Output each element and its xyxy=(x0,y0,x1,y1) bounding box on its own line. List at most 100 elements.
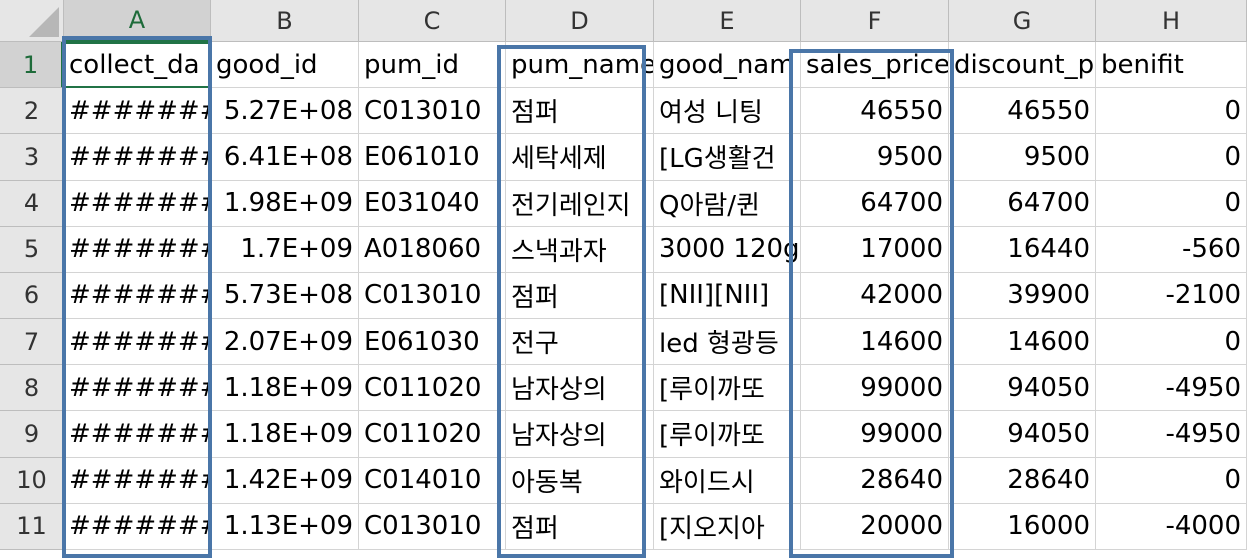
cell-d5[interactable]: 스낵과자 xyxy=(506,226,654,273)
cell-h2[interactable]: 0 xyxy=(1096,88,1247,135)
cell-g10[interactable]: 28640 xyxy=(949,457,1096,504)
cell-d11[interactable]: 점퍼 xyxy=(506,503,654,550)
cell-e8[interactable]: [루이까또 xyxy=(654,365,801,412)
cell-b11[interactable]: 1.13E+09 xyxy=(211,503,359,550)
cell-a7[interactable]: ####### xyxy=(64,319,211,366)
cell-c5[interactable]: A018060 xyxy=(359,226,506,273)
cell-b4[interactable]: 1.98E+09 xyxy=(211,180,359,227)
cell-b6[interactable]: 5.73E+08 xyxy=(211,272,359,320)
cell-e9[interactable]: [루이까또 xyxy=(654,411,801,458)
cell-e11[interactable]: [지오지아 xyxy=(654,503,801,550)
cell-g8[interactable]: 94050 xyxy=(949,365,1096,412)
cell-g1[interactable]: discount_p xyxy=(949,42,1096,89)
column-header-h[interactable]: H xyxy=(1096,0,1247,42)
cell-e5[interactable]: 3000 120g xyxy=(654,226,801,273)
cell-a4[interactable]: ####### xyxy=(64,180,211,227)
column-header-d[interactable]: D xyxy=(506,0,654,42)
row-header-3[interactable]: 3 xyxy=(0,134,64,181)
column-header-f[interactable]: F xyxy=(801,0,949,42)
select-all-corner[interactable] xyxy=(0,0,64,42)
cell-h7[interactable]: 0 xyxy=(1096,319,1247,366)
column-header-c[interactable]: C xyxy=(359,0,506,42)
cell-g6[interactable]: 39900 xyxy=(949,272,1096,320)
cell-c6[interactable]: C013010 xyxy=(359,272,506,320)
row-header-2[interactable]: 2 xyxy=(0,88,64,135)
row-header-1[interactable]: 1 xyxy=(0,42,64,89)
cell-f9[interactable]: 99000 xyxy=(801,411,949,458)
cell-a6[interactable]: ####### xyxy=(64,272,211,320)
cell-c4[interactable]: E031040 xyxy=(359,180,506,227)
cell-d4[interactable]: 전기레인지 xyxy=(506,180,654,227)
cell-h10[interactable]: 0 xyxy=(1096,457,1247,504)
cell-g4[interactable]: 64700 xyxy=(949,180,1096,227)
cell-b9[interactable]: 1.18E+09 xyxy=(211,411,359,458)
row-header-11[interactable]: 11 xyxy=(0,503,64,550)
cell-e10[interactable]: 와이드시 xyxy=(654,457,801,504)
column-header-g[interactable]: G xyxy=(949,0,1096,42)
cell-c8[interactable]: C011020 xyxy=(359,365,506,412)
cell-h5[interactable]: -560 xyxy=(1096,226,1247,273)
cell-d1[interactable]: pum_name xyxy=(506,42,654,89)
cell-e3[interactable]: [LG생활건 xyxy=(654,134,801,181)
cell-c2[interactable]: C013010 xyxy=(359,88,506,135)
column-header-a[interactable]: A xyxy=(64,0,211,42)
cell-b1[interactable]: good_id xyxy=(211,42,359,89)
cell-f6[interactable]: 42000 xyxy=(801,272,949,320)
cell-g11[interactable]: 16000 xyxy=(949,503,1096,550)
cell-g5[interactable]: 16440 xyxy=(949,226,1096,273)
cell-f5[interactable]: 17000 xyxy=(801,226,949,273)
cell-h1[interactable]: benifit xyxy=(1096,42,1247,89)
cell-b7[interactable]: 2.07E+09 xyxy=(211,319,359,366)
cell-c11[interactable]: C013010 xyxy=(359,503,506,550)
cell-a1[interactable]: collect_da xyxy=(64,42,211,89)
cell-d7[interactable]: 전구 xyxy=(506,319,654,366)
cell-f1[interactable]: sales_price xyxy=(801,42,949,89)
cell-d10[interactable]: 아동복 xyxy=(506,457,654,504)
cell-f8[interactable]: 99000 xyxy=(801,365,949,412)
cell-f10[interactable]: 28640 xyxy=(801,457,949,504)
cell-b8[interactable]: 1.18E+09 xyxy=(211,365,359,412)
row-header-10[interactable]: 10 xyxy=(0,457,64,504)
cell-c3[interactable]: E061010 xyxy=(359,134,506,181)
row-header-7[interactable]: 7 xyxy=(0,319,64,366)
row-header-5[interactable]: 5 xyxy=(0,226,64,273)
row-header-6[interactable]: 6 xyxy=(0,272,64,320)
cell-b10[interactable]: 1.42E+09 xyxy=(211,457,359,504)
cell-f7[interactable]: 14600 xyxy=(801,319,949,366)
cell-a5[interactable]: ####### xyxy=(64,226,211,273)
cell-d6[interactable]: 점퍼 xyxy=(506,272,654,320)
cell-h9[interactable]: -4950 xyxy=(1096,411,1247,458)
cell-a2[interactable]: ####### xyxy=(64,88,211,135)
cell-e4[interactable]: Q아람/퀸 xyxy=(654,180,801,227)
cell-a9[interactable]: ####### xyxy=(64,411,211,458)
cell-c1[interactable]: pum_id xyxy=(359,42,506,89)
cell-h6[interactable]: -2100 xyxy=(1096,272,1247,320)
row-header-9[interactable]: 9 xyxy=(0,411,64,458)
cell-d9[interactable]: 남자상의 xyxy=(506,411,654,458)
cell-h11[interactable]: -4000 xyxy=(1096,503,1247,550)
cell-e2[interactable]: 여성 니팅 xyxy=(654,88,801,135)
cell-g7[interactable]: 14600 xyxy=(949,319,1096,366)
cell-a8[interactable]: ####### xyxy=(64,365,211,412)
cell-c9[interactable]: C011020 xyxy=(359,411,506,458)
row-header-8[interactable]: 8 xyxy=(0,365,64,412)
cell-c10[interactable]: C014010 xyxy=(359,457,506,504)
cell-b5[interactable]: 1.7E+09 xyxy=(211,226,359,273)
column-header-e[interactable]: E xyxy=(654,0,801,42)
cell-f2[interactable]: 46550 xyxy=(801,88,949,135)
cell-f11[interactable]: 20000 xyxy=(801,503,949,550)
cell-c7[interactable]: E061030 xyxy=(359,319,506,366)
cell-h4[interactable]: 0 xyxy=(1096,180,1247,227)
cell-f3[interactable]: 9500 xyxy=(801,134,949,181)
cell-g2[interactable]: 46550 xyxy=(949,88,1096,135)
cell-a3[interactable]: ####### xyxy=(64,134,211,181)
cell-d8[interactable]: 남자상의 xyxy=(506,365,654,412)
cell-a11[interactable]: ####### xyxy=(64,503,211,550)
cell-e1[interactable]: good_nam xyxy=(654,42,801,89)
cell-e6[interactable]: [NII][NII] xyxy=(654,272,801,320)
cell-g9[interactable]: 94050 xyxy=(949,411,1096,458)
cell-h3[interactable]: 0 xyxy=(1096,134,1247,181)
cell-d2[interactable]: 점퍼 xyxy=(506,88,654,135)
cell-g3[interactable]: 9500 xyxy=(949,134,1096,181)
cell-h8[interactable]: -4950 xyxy=(1096,365,1247,412)
